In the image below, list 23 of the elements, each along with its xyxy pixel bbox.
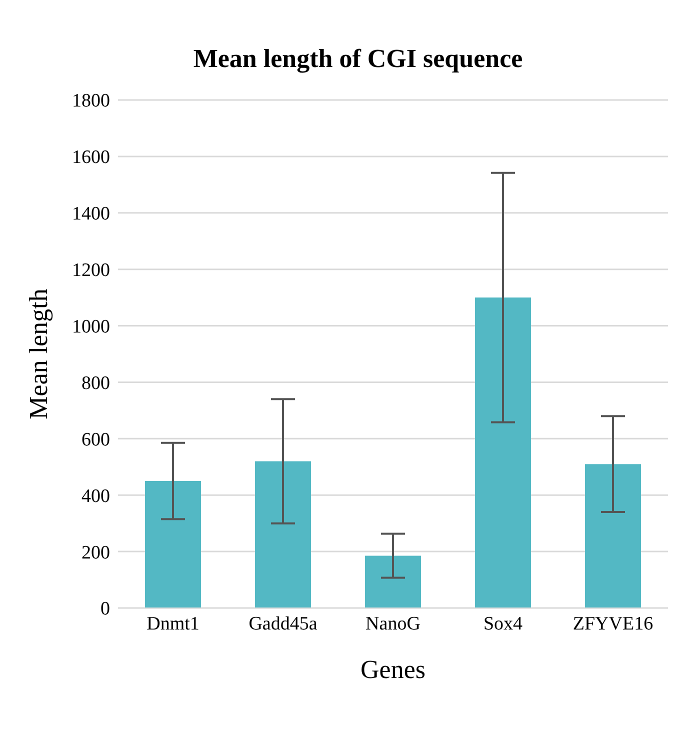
y-tick-label: 1400 <box>72 204 110 225</box>
y-tick-label: 1800 <box>72 90 110 112</box>
y-tick-label: 600 <box>82 429 110 450</box>
bar <box>145 481 201 608</box>
y-tick-label: 800 <box>82 372 110 394</box>
x-tick-label: Gadd45a <box>248 613 318 634</box>
y-tick-label: 0 <box>100 598 110 620</box>
x-axis-title: Genes <box>360 655 426 684</box>
y-tick-label: 200 <box>82 542 110 564</box>
x-tick-label: NanoG <box>366 613 421 634</box>
x-tick-label: ZFYVE16 <box>572 613 654 634</box>
y-tick-label: 1200 <box>72 260 110 282</box>
bar <box>365 556 421 608</box>
y-axis-title: Mean length <box>24 288 54 420</box>
y-tick-label: 1000 <box>72 316 110 338</box>
bar <box>475 298 531 608</box>
bar <box>585 464 641 608</box>
y-tick-label: 400 <box>82 486 110 507</box>
bar <box>255 461 311 608</box>
x-tick-label: Dnmt1 <box>146 613 200 634</box>
x-tick-label: Sox4 <box>483 613 524 634</box>
chart-title: Mean length of CGI sequence <box>192 44 524 74</box>
y-tick-label: 1600 <box>72 147 110 168</box>
